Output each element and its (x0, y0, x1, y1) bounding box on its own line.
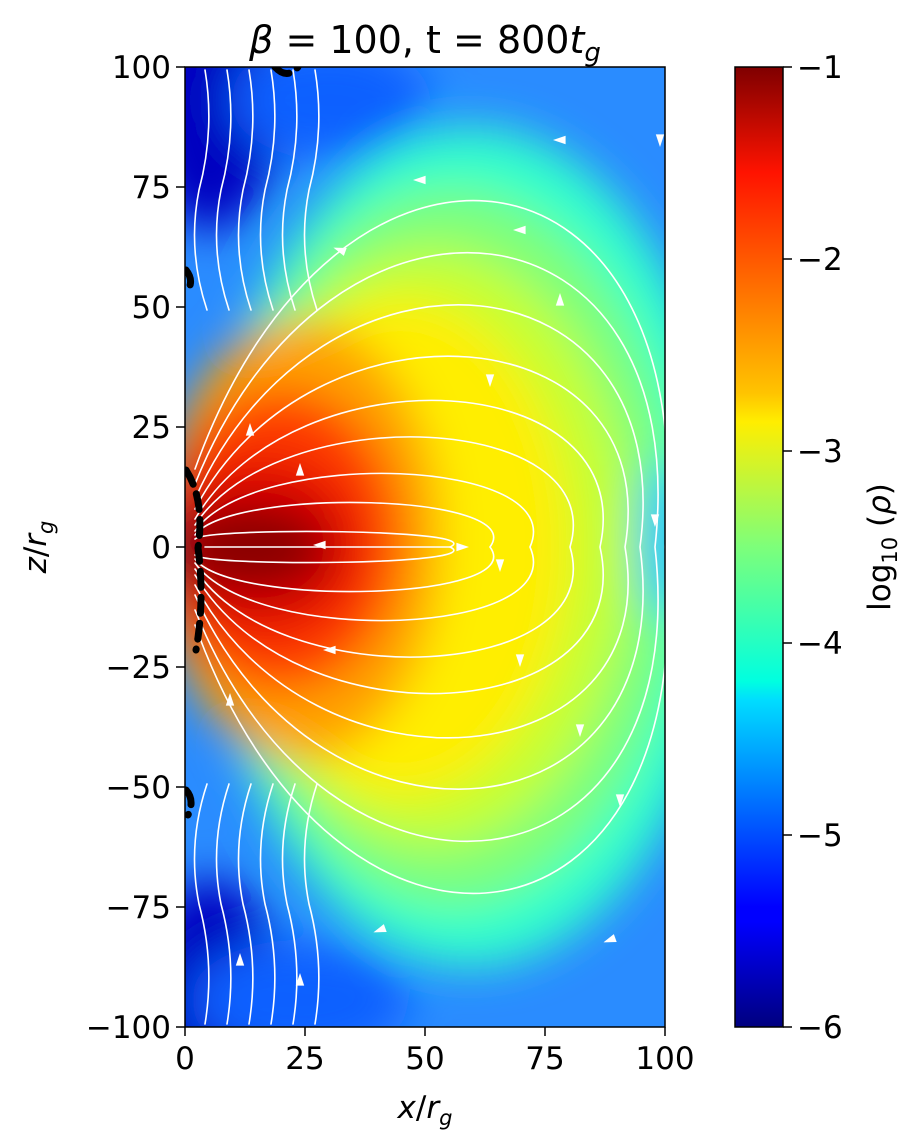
density-heatmap (185, 67, 665, 1027)
streamline (194, 251, 659, 843)
x-tick-label: 50 (405, 1041, 444, 1077)
streamline-arrow (603, 934, 617, 943)
streamline (193, 783, 210, 1025)
x-tick-label: 75 (525, 1041, 564, 1077)
chart-title: β = 100, t = 800tg (248, 18, 601, 68)
x-axis-label: x/rg (397, 1090, 453, 1130)
x-axis: 0 25 50 75 100 (175, 1027, 695, 1077)
y-axis: 100 75 50 25 0 −25 −50 −75 −100 (86, 50, 185, 1046)
streamline (193, 69, 210, 311)
streamline (215, 69, 232, 311)
streamline (281, 783, 298, 1025)
streamline-arrow (513, 225, 526, 235)
streamline-arrow (650, 514, 660, 527)
y-tick-label: −100 (86, 1010, 171, 1046)
streamline (281, 69, 298, 311)
y-axis-label: z/rg (18, 521, 58, 575)
streamline (259, 69, 276, 311)
y-tick-label: −75 (106, 890, 171, 926)
streamline (237, 69, 254, 311)
streamline-arrow (313, 540, 326, 550)
streamline-arrow (295, 973, 305, 986)
streamline-arrow (323, 645, 336, 655)
streamline (194, 472, 535, 622)
streamline (194, 199, 665, 895)
streamline-arrow (485, 374, 495, 387)
y-tick-label: 100 (112, 50, 171, 86)
streamlines (193, 69, 665, 1025)
streamline-arrow (235, 953, 245, 966)
streamline-arrow (456, 542, 469, 552)
boundary-contour (185, 67, 302, 819)
streamline (259, 783, 276, 1025)
streamline-arrows (225, 134, 665, 986)
streamline-arrow (333, 247, 347, 256)
streamline (194, 399, 604, 695)
colorbar-ticks: −1 −2 −3 −4 −5 −6 (783, 50, 843, 1046)
streamline-arrow (553, 135, 566, 145)
colorbar-tick-label: −3 (797, 434, 843, 470)
streamline-arrow (245, 423, 255, 436)
streamline-arrow (575, 724, 585, 737)
streamline-arrow (515, 654, 525, 667)
streamline-arrow (555, 293, 565, 306)
streamline (194, 501, 495, 593)
y-tick-label: 25 (132, 410, 171, 446)
colorbar-tick-label: −4 (797, 626, 843, 662)
streamline (303, 69, 320, 311)
streamline (194, 304, 644, 790)
y-tick-label: 0 (151, 530, 171, 566)
x-tick-label: 0 (175, 1041, 195, 1077)
y-tick-label: −25 (106, 650, 171, 686)
streamline (303, 783, 320, 1025)
streamline-arrow (495, 559, 505, 572)
streamline-arrow (295, 463, 305, 476)
x-tick-label: 25 (285, 1041, 324, 1077)
streamline (215, 783, 232, 1025)
y-tick-label: 50 (132, 290, 171, 326)
streamline-arrow (373, 924, 387, 933)
colorbar (734, 66, 784, 1028)
colorbar-tick-label: −6 (797, 1010, 843, 1046)
colorbar-tick-label: −1 (797, 50, 843, 86)
colorbar-tick-label: −5 (797, 818, 843, 854)
colorbar-label: log10 (ρ) (862, 483, 902, 611)
y-tick-label: 75 (132, 170, 171, 206)
streamline-arrow (225, 693, 235, 706)
streamline (194, 355, 629, 739)
colorbar-tick-label: −2 (797, 242, 843, 278)
streamline (237, 783, 254, 1025)
streamline-arrow (615, 794, 625, 807)
streamline-arrow (413, 175, 426, 185)
x-tick-label: 100 (635, 1041, 694, 1077)
y-tick-label: −50 (106, 770, 171, 806)
streamline-arrow (655, 134, 665, 147)
